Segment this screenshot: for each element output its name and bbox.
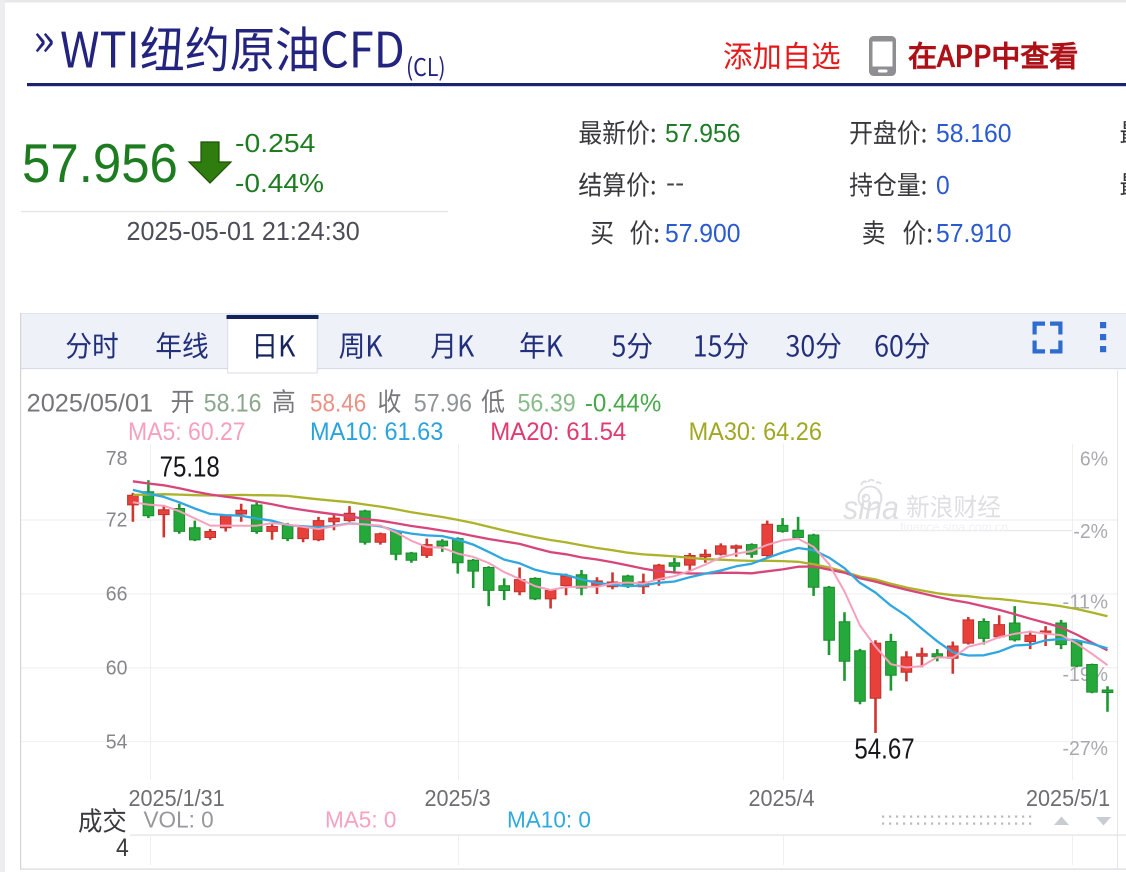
svg-text:54: 54	[106, 731, 128, 754]
svg-text:MA10: 61.63: MA10: 61.63	[310, 418, 443, 446]
svg-text:0: 0	[936, 170, 950, 200]
svg-text:-2%: -2%	[1073, 520, 1108, 543]
svg-text:--: --	[666, 168, 684, 198]
svg-text:2025/5/1: 2025/5/1	[1026, 785, 1110, 811]
svg-text:finance.sina.com.cn: finance.sina.com.cn	[900, 520, 1008, 534]
svg-text:MA5: 60.27: MA5: 60.27	[128, 418, 246, 446]
svg-text:57.956: 57.956	[22, 132, 178, 194]
svg-text:2025/05/01: 2025/05/01	[27, 390, 153, 418]
svg-text:54.67: 54.67	[854, 734, 914, 766]
svg-text:2025-05-01 21:24:30: 2025-05-01 21:24:30	[127, 218, 360, 246]
svg-text:58.160: 58.160	[936, 118, 1012, 148]
svg-text:72: 72	[106, 509, 128, 532]
svg-text:57.96: 57.96	[414, 390, 472, 418]
svg-text:78: 78	[106, 447, 128, 470]
svg-text:75.18: 75.18	[160, 452, 220, 484]
svg-text:MA10: 0: MA10: 0	[507, 807, 591, 833]
svg-text:MA30: 64.26: MA30: 64.26	[689, 418, 822, 446]
svg-text:-0.254: -0.254	[235, 128, 315, 158]
svg-text:-19%: -19%	[1063, 663, 1109, 686]
svg-text:2025/1/31: 2025/1/31	[129, 785, 225, 811]
svg-text:58.46: 58.46	[310, 390, 366, 418]
svg-text:MA5: 0: MA5: 0	[325, 807, 396, 833]
svg-text:-0.44%: -0.44%	[235, 168, 324, 198]
svg-text:2025/4: 2025/4	[749, 785, 815, 811]
svg-text:57.900: 57.900	[665, 218, 741, 248]
svg-text:sina: sina	[843, 489, 899, 526]
svg-text:4: 4	[116, 834, 129, 862]
svg-text:2025/3: 2025/3	[425, 785, 491, 811]
svg-text:58.16: 58.16	[204, 390, 262, 418]
svg-text:56.39: 56.39	[518, 390, 576, 418]
svg-text:MA20: 61.54: MA20: 61.54	[490, 418, 626, 446]
svg-text:6%: 6%	[1080, 448, 1108, 471]
svg-text:60: 60	[106, 657, 128, 680]
svg-text:66: 66	[106, 583, 128, 606]
svg-text:-0.44%: -0.44%	[585, 390, 661, 418]
svg-text:57.910: 57.910	[936, 218, 1012, 248]
svg-text:-27%: -27%	[1063, 737, 1109, 760]
svg-text:VOL: 0: VOL: 0	[144, 807, 214, 833]
svg-text:57.956: 57.956	[665, 118, 741, 148]
